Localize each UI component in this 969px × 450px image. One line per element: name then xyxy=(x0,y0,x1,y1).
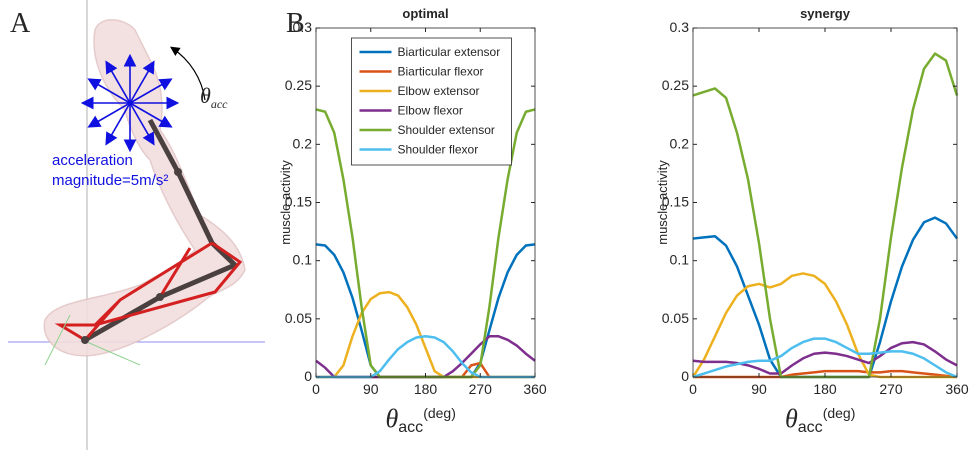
arrow xyxy=(87,102,131,128)
x-tick-label: 0 xyxy=(312,381,320,397)
y-tick-label: 0.15 xyxy=(662,194,689,210)
panel-label: B xyxy=(286,8,305,39)
y-tick-label: 0.15 xyxy=(285,194,312,210)
x-tick-label: 180 xyxy=(414,381,438,397)
x-tick-label: 90 xyxy=(363,381,379,397)
x-tick-label: 270 xyxy=(469,381,493,397)
y-tick-label: 0 xyxy=(681,368,689,384)
arrow xyxy=(87,78,131,104)
arrow xyxy=(129,102,155,146)
x-label-unit: (deg) xyxy=(423,405,456,421)
legend-box xyxy=(351,37,512,166)
angle-subscript: acc xyxy=(211,97,228,111)
legend-label: Elbow flexor xyxy=(398,104,463,118)
y-axis-label: muscle activity xyxy=(655,160,670,245)
legend-label: Shoulder flexor xyxy=(398,143,479,157)
y-tick-label: 0.25 xyxy=(285,77,312,93)
panel-label: A xyxy=(10,8,31,39)
y-tick-label: 0.25 xyxy=(662,77,689,93)
arrow xyxy=(129,102,173,128)
bone-frame xyxy=(83,118,238,343)
y-tick-label: 0.3 xyxy=(670,19,690,35)
angle-arc xyxy=(169,46,206,101)
y-tick-label: 0.1 xyxy=(670,252,690,268)
x-tick-label: 180 xyxy=(813,381,837,397)
y-tick-label: 0.2 xyxy=(293,135,313,151)
x-axis-label: θacc(deg) xyxy=(785,404,855,436)
legend-label: Biarticular extensor xyxy=(398,45,501,59)
y-axis-label: muscle activity xyxy=(278,160,293,245)
y-tick-label: 0.05 xyxy=(285,310,312,326)
x-axis-label: θacc(deg) xyxy=(386,404,456,436)
legend-label: Shoulder extensor xyxy=(398,123,495,137)
y-tick-label: 0.1 xyxy=(293,252,313,268)
green-axis xyxy=(86,341,141,366)
arrow xyxy=(105,102,131,146)
arm-shape xyxy=(43,19,246,357)
annotation: acceleration xyxy=(52,152,133,169)
x-tick-label: 90 xyxy=(751,381,767,397)
legend-label: Biarticular flexor xyxy=(398,65,484,79)
chart-title: optimal xyxy=(402,6,448,21)
arrow xyxy=(129,60,155,104)
angle-label: θacc xyxy=(200,83,228,111)
series-line xyxy=(692,337,958,379)
y-tick-label: 0 xyxy=(304,368,312,384)
plot-area xyxy=(693,28,957,377)
acceleration-arrows xyxy=(80,53,180,153)
x-label-unit: (deg) xyxy=(823,405,856,421)
legend-label: Elbow extensor xyxy=(398,84,480,98)
arrow xyxy=(105,60,131,104)
x-label-subscript: acc xyxy=(398,419,423,436)
angle-symbol: θ xyxy=(200,83,211,108)
arrow xyxy=(129,78,173,104)
x-tick-label: 270 xyxy=(879,381,903,397)
y-tick-label: 0.3 xyxy=(293,19,313,35)
muscle-frame xyxy=(54,241,243,342)
x-tick-label: 360 xyxy=(523,381,547,397)
x-label-symbol: θ xyxy=(785,404,798,433)
y-tick-label: 0.2 xyxy=(670,135,690,151)
x-label-symbol: θ xyxy=(386,404,399,433)
arm-illustration xyxy=(8,0,265,450)
joint xyxy=(156,293,164,301)
x-tick-label: 360 xyxy=(945,381,969,397)
chart-title: synergy xyxy=(800,6,851,21)
x-label-subscript: acc xyxy=(798,419,823,436)
x-tick-label: 0 xyxy=(689,381,697,397)
joint xyxy=(174,168,182,176)
annotation: magnitude=5m/s² xyxy=(52,172,168,189)
green-axis xyxy=(44,314,71,366)
y-tick-label: 0.05 xyxy=(662,310,689,326)
joint xyxy=(81,336,89,344)
